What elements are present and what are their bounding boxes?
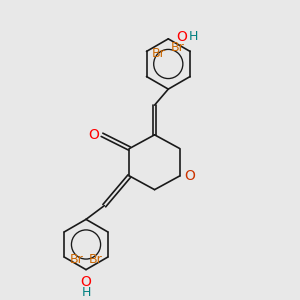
Text: O: O [184, 169, 195, 183]
Text: H: H [81, 286, 91, 299]
Text: H: H [189, 30, 198, 43]
Text: O: O [177, 30, 188, 44]
Text: Br: Br [171, 41, 184, 55]
Text: O: O [88, 128, 100, 142]
Text: Br: Br [152, 47, 166, 60]
Text: Br: Br [70, 253, 84, 266]
Text: Br: Br [88, 253, 102, 266]
Text: O: O [81, 275, 92, 289]
